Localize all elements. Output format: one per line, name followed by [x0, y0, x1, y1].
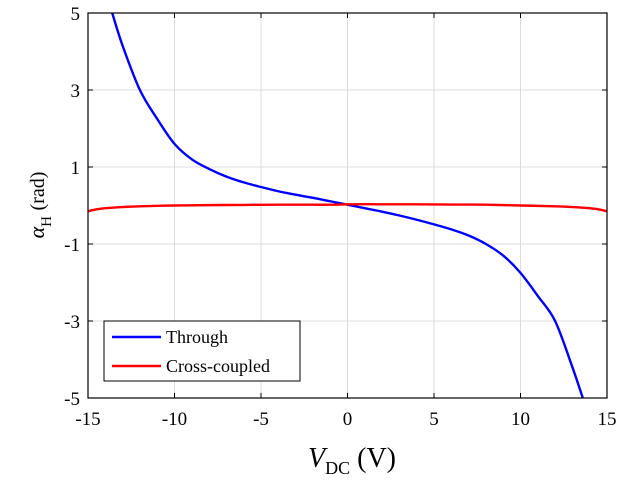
legend-box: [103, 320, 301, 382]
x-axis-label: VDC (V): [308, 443, 396, 478]
x-tick-label: 15: [598, 409, 617, 430]
y-axis-subscript: H: [39, 216, 55, 227]
series-layer: [87, 12, 608, 399]
series-line-cross-coupled: [87, 202, 608, 213]
legend-label-cross-coupled: Cross-coupled: [166, 356, 270, 376]
x-axis-subscript: DC: [325, 458, 350, 478]
x-tick-label: -15: [75, 409, 100, 430]
x-tick-label: 5: [429, 409, 439, 430]
y-tick-label: -1: [64, 235, 80, 256]
x-axis-symbol: V: [308, 443, 328, 474]
x-axis-unit: (V): [357, 443, 396, 474]
x-tick-label: 10: [511, 409, 530, 430]
y-axis-label: αH (rad): [24, 172, 55, 239]
y-axis-unit: (rad): [27, 172, 49, 211]
y-tick-label: 3: [71, 81, 81, 102]
y-tick-label: 1: [71, 158, 81, 179]
y-tick-label: -3: [64, 312, 80, 333]
y-tick-label: -5: [64, 389, 80, 410]
y-tick-label: 5: [71, 4, 81, 25]
x-tick-label: -10: [162, 409, 187, 430]
legend-label-through: Through: [166, 327, 228, 347]
legend: Through Cross-coupled: [103, 320, 301, 382]
x-tick-label: -5: [253, 409, 269, 430]
ticks: -15 -10 -5 0 5 10 15 5 3 1 -1 -3 -5: [64, 4, 616, 430]
x-tick-label: 0: [343, 409, 353, 430]
y-axis-symbol: α: [24, 226, 49, 238]
